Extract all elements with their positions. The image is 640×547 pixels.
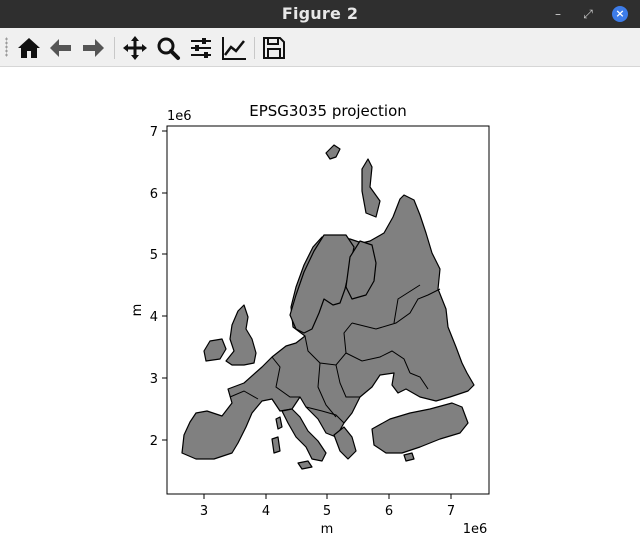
arrow-left-icon bbox=[50, 39, 71, 57]
y-tick-label: 4 bbox=[150, 310, 158, 325]
x-tick-label: 6 bbox=[385, 504, 393, 519]
zoom-button[interactable] bbox=[155, 35, 181, 61]
navigation-toolbar bbox=[0, 28, 640, 67]
y-axis-label: m bbox=[130, 304, 145, 317]
y-tick-label: 7 bbox=[150, 125, 158, 140]
floppy-disk-icon bbox=[263, 37, 285, 59]
toolbar-grip-icon[interactable] bbox=[5, 37, 8, 57]
y-tick-label: 2 bbox=[150, 434, 158, 449]
y-tick-label: 3 bbox=[150, 372, 158, 387]
magnifier-icon bbox=[157, 37, 180, 60]
europe-map bbox=[181, 144, 475, 470]
line-chart-icon bbox=[222, 37, 246, 60]
x-axis bbox=[203, 494, 452, 499]
y-tick-label: 6 bbox=[150, 187, 158, 202]
country-borders bbox=[229, 284, 441, 424]
y-offset-text: 1e6 bbox=[167, 109, 192, 124]
x-tick-label: 5 bbox=[323, 504, 331, 519]
y-tick-label: 5 bbox=[150, 248, 158, 263]
window-title: Figure 2 bbox=[281, 4, 359, 23]
x-axis-label: m bbox=[321, 522, 334, 537]
x-tick-label: 3 bbox=[200, 504, 208, 519]
y-axis bbox=[162, 130, 167, 441]
sliders-icon bbox=[191, 38, 211, 58]
x-offset-text: 1e6 bbox=[463, 522, 488, 537]
plot-title: EPSG3035 projection bbox=[249, 102, 407, 120]
home-icon bbox=[18, 38, 40, 58]
save-button[interactable] bbox=[261, 35, 287, 61]
restore-icon[interactable]: ⤢ bbox=[583, 7, 593, 21]
x-tick-label: 7 bbox=[447, 504, 455, 519]
toolbar-separator bbox=[114, 37, 115, 59]
minimize-icon[interactable]: – bbox=[555, 7, 561, 21]
move-icon bbox=[123, 36, 147, 60]
window-titlebar: Figure 2 – ⤢ × bbox=[0, 0, 640, 28]
pan-button[interactable] bbox=[122, 35, 148, 61]
edit-axis-button[interactable] bbox=[221, 35, 247, 61]
close-icon[interactable]: × bbox=[612, 6, 628, 22]
home-button[interactable] bbox=[16, 35, 42, 61]
arrow-right-icon bbox=[83, 39, 104, 57]
toolbar-separator bbox=[254, 37, 255, 59]
configure-subplots-button[interactable] bbox=[188, 35, 214, 61]
forward-button[interactable] bbox=[80, 35, 106, 61]
figure-canvas[interactable]: 3 4 5 6 7 m 1e6 2 3 4 5 6 7 1e6 m EPS bbox=[0, 67, 640, 547]
x-tick-label: 4 bbox=[262, 504, 270, 519]
back-button[interactable] bbox=[48, 35, 74, 61]
